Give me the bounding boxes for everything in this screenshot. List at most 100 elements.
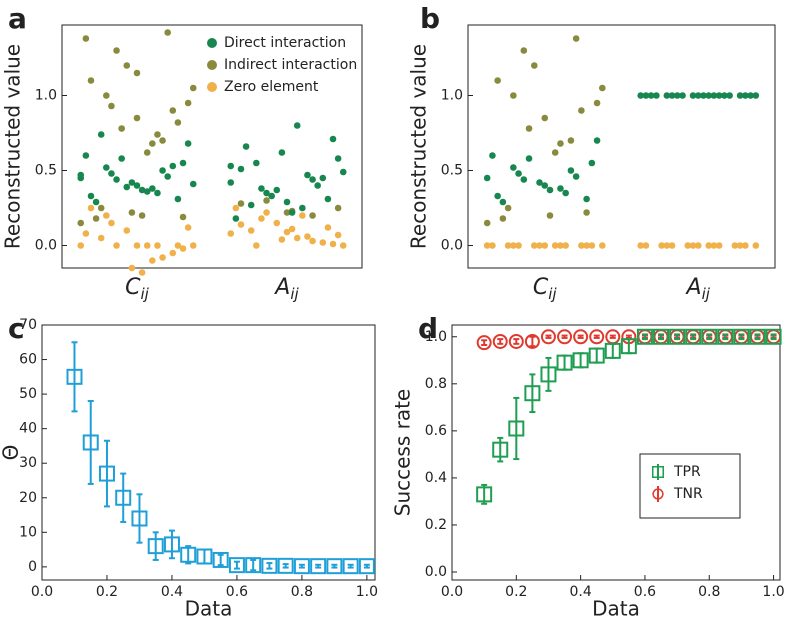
point (174, 119, 182, 126)
x-category-label: Aij (685, 275, 711, 303)
x-tick-label: 0.8 (291, 584, 313, 600)
point (510, 164, 517, 171)
point (159, 137, 166, 144)
point (77, 219, 85, 227)
marker (342, 558, 359, 575)
point (169, 107, 177, 114)
point (319, 239, 327, 246)
point (658, 242, 665, 249)
point (504, 204, 512, 212)
point (520, 47, 528, 54)
point (567, 167, 575, 174)
point (123, 227, 131, 234)
point (309, 237, 316, 245)
point (293, 234, 301, 242)
point (273, 186, 281, 194)
point (530, 62, 538, 69)
point (593, 137, 601, 144)
point (752, 92, 760, 99)
point (689, 242, 697, 249)
point (578, 107, 585, 114)
point (668, 92, 676, 99)
marker (669, 328, 686, 345)
category-subscript: ij (548, 285, 557, 303)
point (334, 155, 342, 162)
point (309, 212, 316, 219)
point (653, 92, 660, 99)
point (118, 125, 125, 132)
point (92, 215, 100, 222)
point (143, 149, 151, 156)
point (304, 233, 311, 240)
point (92, 198, 100, 206)
y-axis-label: Θ (0, 445, 23, 461)
y-tick-label: 0.8 (425, 376, 447, 392)
marker (180, 546, 197, 563)
point (339, 168, 347, 176)
point (103, 212, 110, 219)
marker (508, 420, 525, 437)
legend-label: Direct interaction (224, 35, 346, 51)
marker (115, 489, 132, 506)
point (77, 171, 85, 179)
x-axis-label: Data (592, 597, 640, 620)
marker (163, 536, 180, 553)
marker (508, 333, 524, 349)
point (242, 143, 250, 150)
point (263, 189, 270, 197)
point (159, 167, 166, 174)
marker (358, 558, 375, 575)
category-subscript: ij (290, 285, 299, 303)
marker (604, 342, 621, 359)
marker (733, 328, 750, 345)
marker (540, 329, 556, 345)
y-tick-label: 0.5 (35, 163, 57, 179)
point (273, 219, 281, 227)
point (169, 162, 177, 170)
point (123, 183, 131, 191)
point (128, 179, 136, 186)
point (637, 242, 644, 249)
legend-label: Zero element (224, 79, 319, 95)
point (247, 201, 255, 209)
point (562, 242, 569, 249)
point (721, 92, 728, 99)
point (133, 69, 141, 77)
marker (572, 352, 589, 369)
point (189, 180, 197, 188)
point (237, 200, 245, 207)
point (541, 182, 549, 189)
point (752, 242, 760, 249)
point (504, 242, 512, 249)
point (557, 185, 564, 192)
category-symbol: C (533, 275, 549, 300)
marker (556, 354, 573, 371)
x-axis-label: Data (185, 597, 233, 620)
point (599, 84, 606, 92)
point (179, 213, 187, 221)
marker (212, 551, 229, 568)
x-tick-label: 1.0 (356, 584, 378, 600)
marker (228, 557, 245, 574)
point (689, 92, 697, 99)
legend-marker (652, 466, 664, 478)
y-axis-label: Reconstructed value (407, 44, 431, 249)
point (715, 92, 723, 99)
point (258, 185, 265, 192)
point (232, 204, 240, 212)
point (694, 242, 702, 249)
point (128, 264, 136, 272)
y-tick-label: 30 (19, 455, 37, 471)
y-tick-label: 0.0 (441, 238, 463, 254)
marker (82, 434, 99, 451)
point (278, 149, 286, 156)
point (263, 209, 270, 216)
legend-box (639, 453, 741, 519)
point (299, 212, 306, 219)
point (583, 195, 590, 203)
point (642, 242, 650, 249)
point (710, 242, 718, 249)
point (97, 204, 105, 212)
point (525, 125, 533, 132)
y-tick-label: 0.0 (425, 564, 447, 580)
